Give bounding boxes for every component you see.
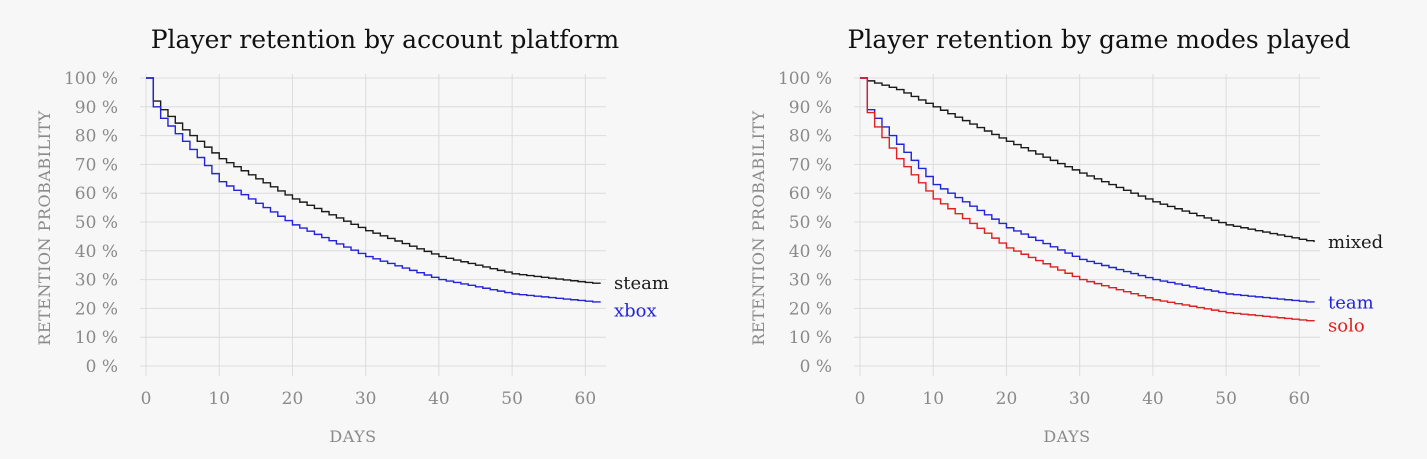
x-tick-label: 10	[922, 389, 944, 409]
series-label-xbox: xbox	[614, 301, 657, 322]
y-tick-label: 0 %	[86, 357, 118, 377]
x-tick-label: 60	[575, 389, 597, 409]
y-tick-label: 10 %	[789, 328, 832, 348]
x-tick-label: 20	[996, 389, 1018, 409]
retention-chart-platform: Player retention by account platform 0 % 1…	[35, 25, 669, 446]
x-tick-label: 50	[1215, 389, 1237, 409]
x-tick-label: 60	[1289, 389, 1311, 409]
series-line-mixed	[860, 77, 1315, 243]
y-tick-label: 40 %	[789, 242, 832, 262]
y-tick-label: 70 %	[75, 155, 118, 175]
x-tick-label: 0	[141, 389, 152, 409]
series-label-mixed: mixed	[1328, 232, 1383, 253]
y-tick-label: 20 %	[75, 299, 118, 319]
y-tick-label: 60 %	[789, 184, 832, 204]
y-tick-label: 90 %	[789, 98, 832, 118]
chart-panel-game-modes: Player retention by game modes played 0 %…	[714, 0, 1427, 459]
y-tick-label: 60 %	[75, 184, 118, 204]
chart-panel-platform: Player retention by account platform 0 % 1…	[0, 0, 713, 459]
series-line-solo	[860, 77, 1315, 322]
gridlines	[140, 74, 606, 376]
series-line-steam	[146, 77, 601, 284]
y-tick-label: 0 %	[800, 357, 832, 377]
x-tick-label: 40	[428, 389, 450, 409]
y-tick-label: 10 %	[75, 328, 118, 348]
y-tick-label: 80 %	[789, 127, 832, 147]
chart-title: Player retention by game modes played	[848, 25, 1351, 54]
x-tick-label: 20	[282, 389, 304, 409]
retention-chart-game-modes: Player retention by game modes played 0 %…	[749, 25, 1383, 446]
y-tick-label: 100 %	[778, 69, 832, 89]
y-tick-label: 40 %	[75, 242, 118, 262]
y-axis-label: RETENTION PROBABILITY	[749, 110, 768, 345]
y-tick-label: 30 %	[789, 271, 832, 291]
gridlines	[854, 74, 1320, 376]
series-label-solo: solo	[1328, 315, 1365, 336]
x-tick-label: 30	[355, 389, 377, 409]
x-axis-label: DAYS	[1043, 427, 1090, 446]
y-tick-label: 30 %	[75, 271, 118, 291]
x-tick-label: 0	[855, 389, 866, 409]
series-label-steam: steam	[614, 273, 669, 294]
x-axis-label: DAYS	[329, 427, 376, 446]
y-tick-label: 20 %	[789, 299, 832, 319]
y-tick-label: 50 %	[75, 213, 118, 233]
y-tick-label: 100 %	[64, 69, 118, 89]
y-tick-label: 90 %	[75, 98, 118, 118]
y-tick-label: 80 %	[75, 127, 118, 147]
y-axis-label: RETENTION PROBABILITY	[35, 110, 54, 345]
y-tick-label: 50 %	[789, 213, 832, 233]
x-tick-label: 30	[1069, 389, 1091, 409]
series-line-team	[860, 77, 1315, 303]
y-tick-label: 70 %	[789, 155, 832, 175]
x-tick-label: 40	[1142, 389, 1164, 409]
series-line-xbox	[146, 77, 601, 303]
series-label-team: team	[1328, 293, 1374, 314]
x-tick-label: 50	[501, 389, 523, 409]
x-tick-label: 10	[208, 389, 230, 409]
chart-title: Player retention by account platform	[151, 25, 620, 54]
